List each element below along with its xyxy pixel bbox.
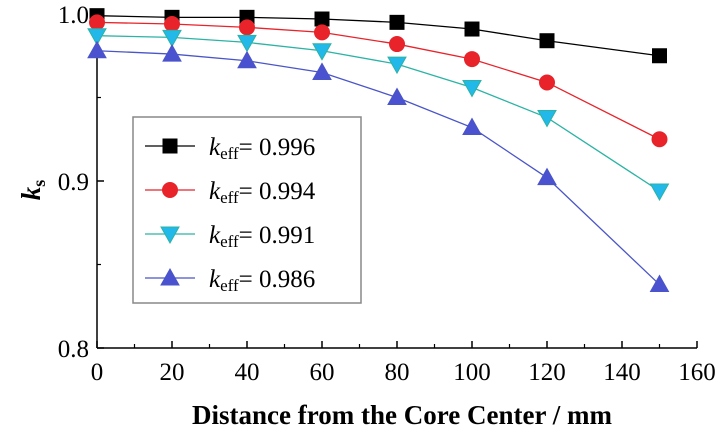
data-point <box>389 14 405 30</box>
data-point <box>237 34 257 53</box>
x-tick-label: 40 <box>235 359 260 386</box>
data-point <box>649 274 670 293</box>
x-tick-label: 140 <box>603 359 641 386</box>
data-point <box>537 110 557 128</box>
y-tick-label: 1.0 <box>58 2 89 29</box>
data-point <box>314 11 330 27</box>
data-point <box>537 167 557 186</box>
data-point <box>462 79 482 98</box>
legend-label: keff= 0.994 <box>209 178 316 207</box>
data-point <box>464 51 480 68</box>
data-point <box>539 74 555 91</box>
x-tick-label: 0 <box>91 359 104 386</box>
legend-item: keff= 0.986 <box>145 266 315 295</box>
series-4 <box>87 40 670 293</box>
x-tick-label: 120 <box>528 359 566 386</box>
x-axis-title: Distance from the Core Center / mm <box>192 400 612 430</box>
series-line <box>96 21 660 140</box>
y-tick-label: 0.9 <box>58 169 89 196</box>
data-point <box>87 28 107 46</box>
x-tick-label: 20 <box>160 359 185 386</box>
x-tick-label: 60 <box>310 359 335 386</box>
data-point <box>462 117 482 136</box>
legend-item: keff= 0.994 <box>145 178 316 207</box>
legend-label: keff= 0.996 <box>209 134 315 163</box>
x-tick-label: 160 <box>678 359 716 386</box>
x-tick-label: 80 <box>385 359 410 386</box>
series-2 <box>89 14 668 148</box>
series-layer <box>87 8 670 293</box>
data-point <box>312 62 332 80</box>
data-point <box>237 50 257 69</box>
legend: keff= 0.996 keff= 0.994 keff= 0.991 keff= 0… <box>132 116 362 304</box>
legend-marker <box>162 138 178 154</box>
series-line <box>96 35 660 192</box>
axis-titles: Distance from the Core Center / mm ks <box>16 180 612 430</box>
data-point <box>162 29 182 48</box>
legend-item: keff= 0.991 <box>145 222 315 251</box>
data-point <box>539 33 555 49</box>
series-line <box>96 50 660 286</box>
data-point <box>89 14 105 31</box>
series-3 <box>87 28 670 202</box>
data-point <box>387 87 407 105</box>
legend-marker <box>160 267 180 286</box>
data-point <box>387 56 407 75</box>
y-tick-label: 0.8 <box>58 336 89 363</box>
legend-marker <box>160 226 180 245</box>
data-point <box>162 44 182 62</box>
legend-marker <box>162 182 178 198</box>
axes: 0 20 40 60 80 100 120 140 160 0.8 0.9 1.0 <box>58 2 716 386</box>
data-point <box>164 16 180 33</box>
data-point <box>649 183 670 202</box>
data-point <box>389 36 405 53</box>
data-point <box>239 19 255 36</box>
data-point <box>87 40 107 59</box>
x-tick-label: 100 <box>453 359 491 386</box>
legend-item: keff= 0.996 <box>145 134 315 163</box>
legend-label: keff= 0.986 <box>209 266 315 295</box>
series-line <box>96 15 660 57</box>
y-axis-title: ks <box>16 180 49 201</box>
data-point <box>312 43 332 61</box>
data-point <box>314 24 330 41</box>
legend-label: keff= 0.991 <box>209 222 315 251</box>
data-point <box>652 48 667 64</box>
data-point <box>464 21 480 37</box>
data-point <box>651 131 668 148</box>
